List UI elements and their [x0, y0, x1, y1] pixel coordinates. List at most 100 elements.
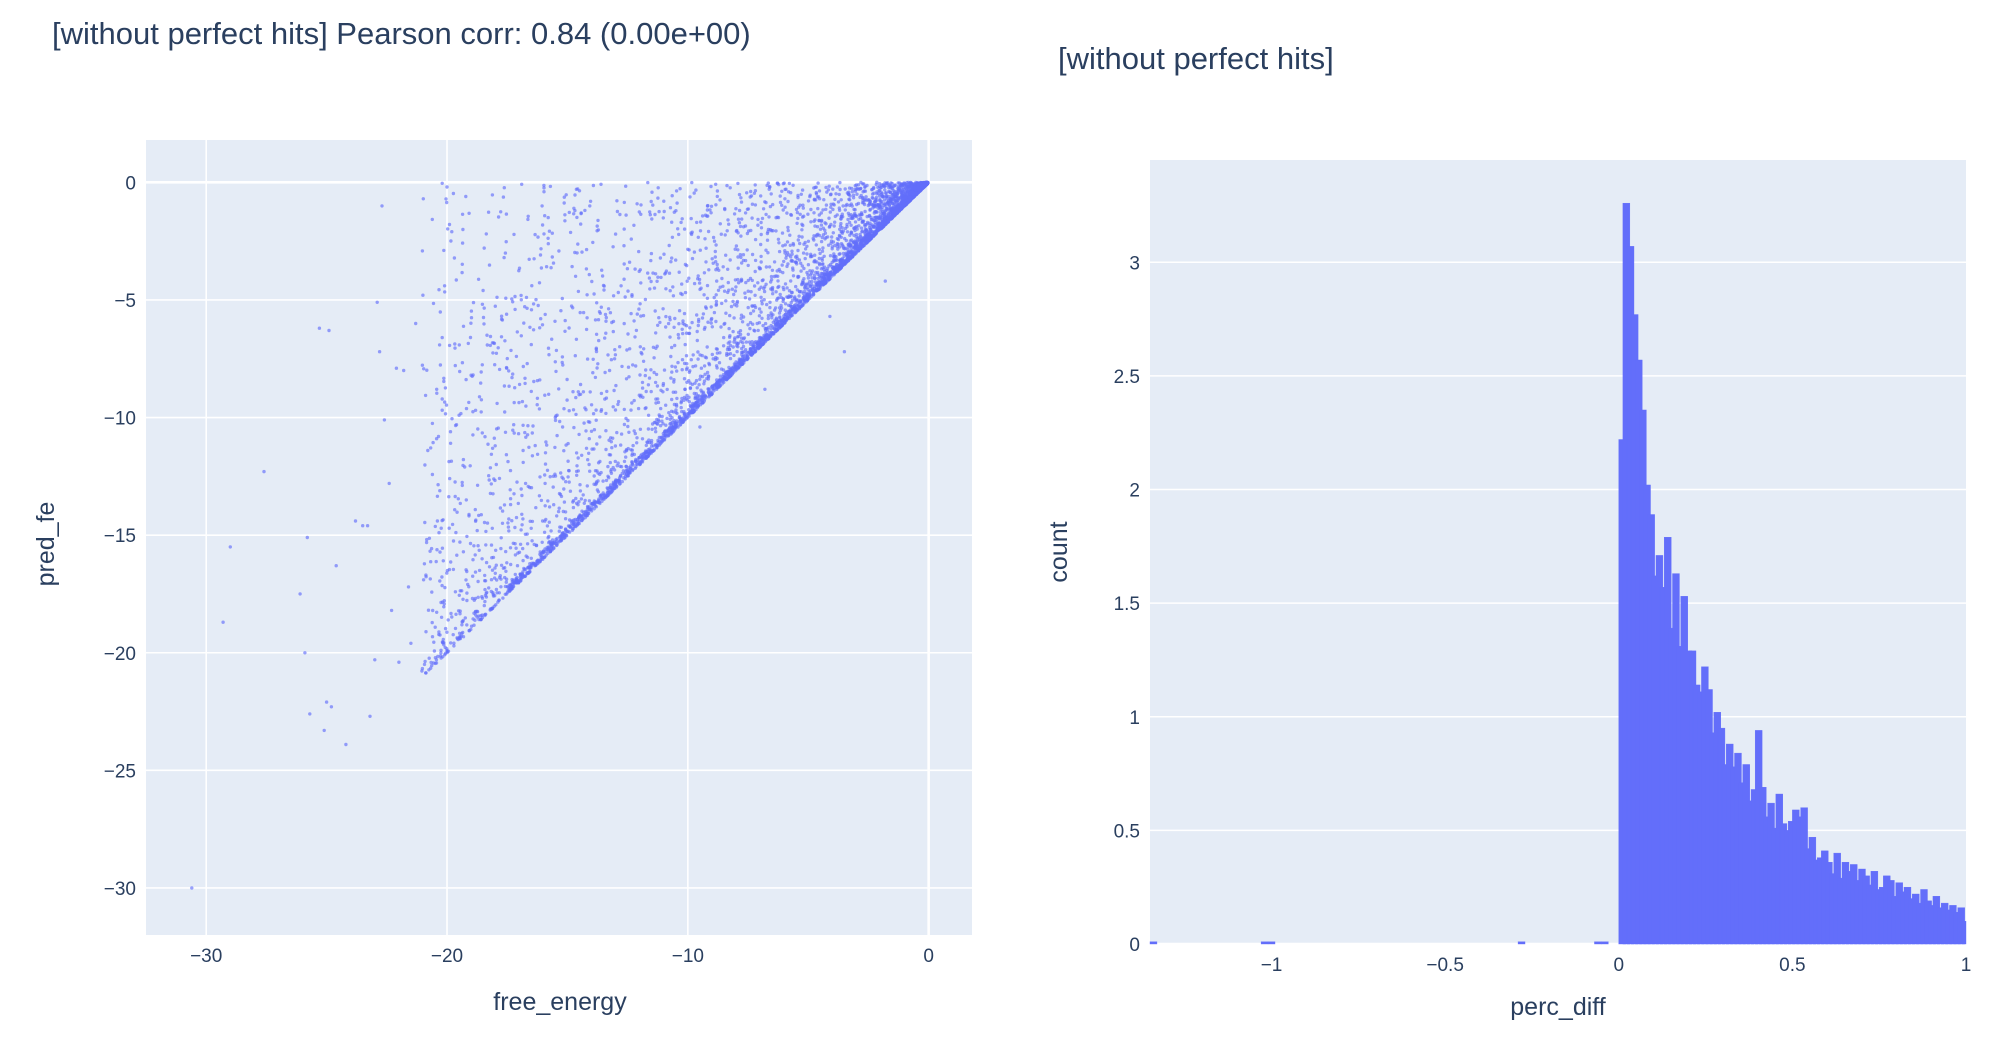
- scatter-point: [435, 548, 438, 551]
- scatter-point: [732, 316, 735, 319]
- scatter-point: [543, 214, 546, 217]
- scatter-point: [861, 201, 864, 204]
- scatter-point: [465, 407, 468, 410]
- scatter-point: [536, 379, 539, 382]
- scatter-point: [868, 226, 871, 229]
- scatter-point: [626, 425, 629, 428]
- scatter-point: [591, 241, 594, 244]
- scatter-point: [540, 204, 543, 207]
- scatter-point: [555, 349, 558, 352]
- scatter-point: [790, 295, 793, 298]
- scatter-point: [448, 344, 451, 347]
- scatter-point: [590, 430, 593, 433]
- scatter-point: [681, 328, 684, 331]
- scatter-point: [461, 484, 464, 487]
- scatter-point: [522, 461, 525, 464]
- scatter-point: [699, 287, 702, 290]
- scatter-point: [439, 310, 442, 313]
- scatter-point: [761, 217, 764, 220]
- scatter-point: [815, 233, 818, 236]
- scatter-point: [727, 281, 730, 284]
- scatter-point: [824, 208, 827, 211]
- scatter-point: [801, 282, 804, 285]
- scatter-point: [786, 240, 789, 243]
- scatter-point: [758, 321, 761, 324]
- scatter-point: [629, 408, 632, 411]
- scatter-point: [792, 242, 795, 245]
- scatter-point: [447, 618, 450, 621]
- scatter-point: [677, 322, 680, 325]
- scatter-point: [781, 231, 784, 234]
- scatter-point: [797, 238, 800, 241]
- scatter-point: [759, 310, 762, 313]
- scatter-point: [599, 183, 602, 186]
- scatter-point: [670, 221, 673, 224]
- scatter-point: [796, 196, 799, 199]
- scatter-point: [662, 200, 665, 203]
- scatter-point: [677, 336, 680, 339]
- scatter-point: [675, 201, 678, 204]
- scatter-point: [838, 209, 841, 212]
- scatter-point: [532, 257, 535, 260]
- scatter-point: [437, 288, 440, 291]
- scatter-point: [632, 224, 635, 227]
- scatter-point: [423, 562, 426, 565]
- scatter-point: [686, 280, 689, 283]
- scatter-point: [846, 218, 849, 221]
- scatter-point: [594, 318, 597, 321]
- scatter-point: [526, 362, 529, 365]
- scatter-point: [486, 443, 489, 446]
- scatter-point: [720, 277, 723, 280]
- scatter-point: [507, 369, 510, 372]
- scatter-point: [483, 521, 486, 524]
- scatter-point: [738, 221, 741, 224]
- scatter-point: [684, 343, 687, 346]
- scatter-point: [742, 253, 745, 256]
- scatter-point: [452, 568, 455, 571]
- scatter-point: [453, 508, 456, 511]
- scatter-point: [522, 321, 525, 324]
- scatter-point: [435, 560, 438, 563]
- scatter-point: [815, 266, 818, 269]
- scatter-point: [435, 392, 438, 395]
- scatter-point: [490, 543, 493, 546]
- scatter-point: [493, 479, 496, 482]
- scatter-point: [440, 575, 443, 578]
- scatter-point: [658, 321, 661, 324]
- scatter-point: [713, 311, 716, 314]
- scatter-point: [706, 214, 709, 217]
- scatter-point: [866, 221, 869, 224]
- scatter-point: [532, 302, 535, 305]
- scatter-point: [680, 406, 683, 409]
- scatter-point: [752, 309, 755, 312]
- scatter-point: [572, 212, 575, 215]
- scatter-point: [623, 201, 626, 204]
- scatter-point: [650, 191, 653, 194]
- scatter-point: [434, 662, 437, 665]
- scatter-point: [590, 280, 593, 283]
- scatter-point: [615, 431, 618, 434]
- scatter-point: [756, 281, 759, 284]
- scatter-point: [877, 216, 880, 219]
- scatter-point: [884, 191, 887, 194]
- scatter-point: [458, 540, 461, 543]
- scatter-point: [444, 412, 447, 415]
- scatter-point: [760, 226, 763, 229]
- scatter-point: [840, 198, 843, 201]
- scatter-point: [764, 283, 767, 286]
- scatter-point: [604, 448, 607, 451]
- scatter-point: [478, 569, 481, 572]
- scatter-point: [662, 253, 665, 256]
- scatter-point: [504, 570, 507, 573]
- scatter-point: [490, 590, 493, 593]
- scatter-point: [657, 186, 660, 189]
- scatter-point: [606, 353, 609, 356]
- scatter-point: [760, 317, 763, 320]
- scatter-point: [926, 181, 929, 184]
- scatter-point: [726, 229, 729, 232]
- scatter-point: [783, 188, 786, 191]
- scatter-point: [432, 302, 435, 305]
- scatter-point: [880, 193, 883, 196]
- scatter-point: [848, 234, 851, 237]
- scatter-point: [488, 565, 491, 568]
